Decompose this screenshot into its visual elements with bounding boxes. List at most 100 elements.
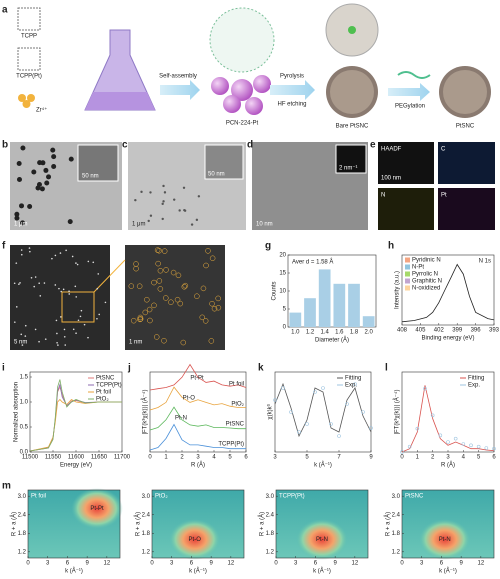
atom (65, 249, 67, 252)
x-tick-label: 396 (471, 328, 482, 334)
y-tick-label: 2.4 (266, 512, 275, 518)
atom (87, 336, 89, 339)
atom (55, 319, 58, 322)
y-tick-label: 0.0 (20, 450, 29, 456)
x-axis-label: Binding energy (eV) (421, 336, 474, 342)
label: TCPP(Pt) (16, 74, 42, 80)
atom (68, 293, 71, 295)
x-tick-label: 6 (190, 561, 194, 567)
legend-swatch (405, 278, 410, 284)
x-tick-label: 1 (416, 455, 420, 461)
peak-label: Pt-Pt (90, 506, 104, 512)
atom (170, 269, 177, 276)
data-point (369, 426, 373, 430)
x-axis-label: k (Å⁻¹) (189, 568, 207, 575)
bar (362, 316, 375, 327)
y-axis-label: |FT(k³χ(k))| (Å⁻⁴) (142, 390, 149, 435)
scale-label: 1 nm (129, 340, 142, 346)
data-line (29, 379, 122, 452)
atom (137, 316, 143, 323)
scale-label: 50 nm (208, 172, 225, 178)
atom (161, 337, 167, 344)
legend-swatch (405, 257, 410, 263)
axes-frame (401, 254, 495, 326)
particle (183, 208, 186, 212)
data-point (423, 386, 427, 391)
particle (35, 185, 41, 191)
atom (20, 249, 23, 251)
data-line (149, 406, 246, 431)
x-tick-label: 1.8 (350, 330, 359, 336)
x-tick-label: 12 (228, 561, 235, 567)
atom (161, 248, 168, 254)
label: PEGylation (395, 104, 425, 110)
x-tick-label: 9 (85, 561, 89, 567)
y-tick-label: 1.8 (266, 531, 275, 537)
data-point (345, 402, 349, 406)
particle (149, 191, 152, 194)
y-axis-label: χ(k)k³ (268, 404, 274, 419)
legend-swatch (405, 285, 410, 291)
atom (75, 296, 78, 298)
x-tick-label: 1.6 (335, 330, 344, 336)
particle (161, 217, 164, 221)
atom (157, 286, 164, 292)
atom (194, 293, 200, 299)
atom (30, 276, 33, 279)
label: Zr⁴⁺ (36, 107, 47, 114)
x-tick-label: 1.2 (306, 330, 315, 336)
atom (156, 278, 163, 284)
y-axis-label: Normalized absorption (14, 382, 20, 442)
scale-label: 5 nm (14, 340, 27, 346)
x-tick-label: 9 (333, 561, 337, 567)
legend-swatch (405, 271, 410, 277)
atom (51, 257, 53, 260)
series-label: TCPP(Pt) (218, 442, 244, 448)
atom (147, 317, 153, 324)
atom (146, 306, 153, 313)
atom (128, 283, 135, 289)
atom (199, 314, 206, 321)
atom (54, 254, 57, 257)
contour-peak (418, 519, 471, 560)
atom (142, 309, 149, 316)
bar (318, 269, 331, 327)
x-tick-label: 408 (397, 328, 408, 334)
atom (163, 267, 169, 273)
atom (174, 296, 181, 303)
peak-label: Pt-O (189, 537, 202, 543)
data-point (305, 422, 309, 426)
atom (97, 273, 100, 275)
atom (76, 263, 79, 266)
scale-label: 1 μm (132, 222, 145, 228)
data-point (461, 442, 466, 446)
atom (15, 262, 18, 264)
particle (16, 161, 22, 167)
label: TCPP (21, 34, 37, 40)
y-tick-label: 0.5 (20, 425, 29, 431)
x-tick-label: 0 (26, 561, 30, 567)
x-tick-label: 5 (477, 455, 481, 461)
atom (71, 255, 74, 258)
atom (58, 287, 60, 290)
x-tick-label: 4 (212, 455, 216, 461)
particle (195, 218, 199, 222)
axes-frame (401, 489, 495, 559)
atom (104, 301, 107, 304)
x-tick-label: 6 (492, 455, 496, 461)
atom (153, 334, 160, 340)
data-point (492, 446, 496, 451)
x-tick-label: 1.4 (320, 330, 329, 336)
atom (68, 290, 70, 293)
data-point (476, 444, 481, 449)
x-axis-label: R (Å) (191, 462, 205, 469)
atom (59, 252, 62, 254)
x-tick-label: 11550 (45, 455, 62, 461)
x-tick-label: 9 (369, 455, 373, 461)
particle (178, 209, 181, 212)
axes-frame (401, 371, 495, 453)
atom (19, 282, 21, 284)
y-axis-label: R + a (Å) (385, 512, 392, 536)
x-tick-label: 402 (434, 328, 445, 334)
